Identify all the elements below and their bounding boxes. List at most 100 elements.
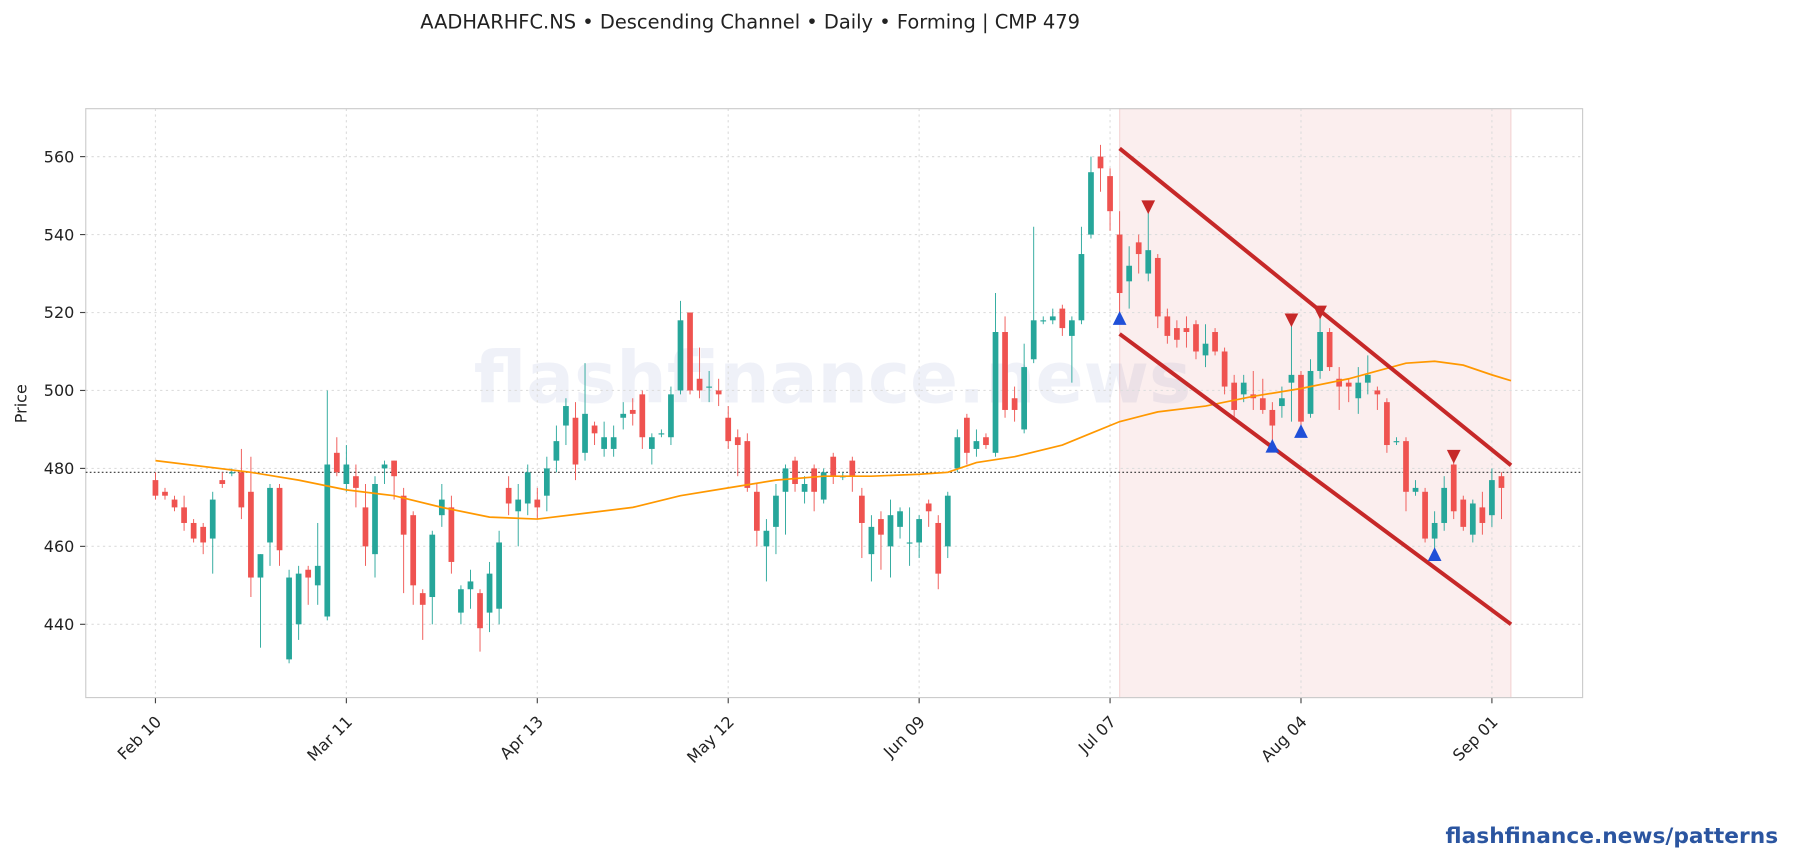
candle-body xyxy=(171,499,178,508)
candle-body xyxy=(954,437,961,469)
candle-body xyxy=(744,441,751,488)
candle-body xyxy=(1088,172,1094,235)
x-tick-label: Aug 04 xyxy=(1257,712,1311,766)
footer-link: flashfinance.news/patterns xyxy=(1446,824,1779,849)
watermark: flashfinance.news xyxy=(474,337,1191,420)
candle-body xyxy=(1412,487,1419,492)
candle-body xyxy=(1374,390,1381,395)
candle-body xyxy=(1116,234,1123,294)
candle-body xyxy=(582,413,588,453)
y-tick-label: 560 xyxy=(44,147,75,166)
x-tick-label: May 12 xyxy=(683,712,738,767)
candle-body xyxy=(1393,441,1400,443)
candle-body xyxy=(543,468,550,496)
x-tick-label: Feb 10 xyxy=(114,712,165,763)
candle-body xyxy=(897,511,903,527)
candle-body xyxy=(1040,320,1047,322)
candle-body xyxy=(1298,374,1304,422)
candle-body xyxy=(868,526,875,555)
candle-body xyxy=(1317,332,1323,371)
candle-body xyxy=(276,487,283,551)
candle-body xyxy=(1279,398,1285,407)
candle-body xyxy=(410,515,417,586)
candle-body xyxy=(801,483,808,492)
candle-body xyxy=(524,472,531,504)
candle-body xyxy=(1479,507,1486,523)
candle-body xyxy=(725,417,732,442)
y-tick-label: 540 xyxy=(44,225,75,244)
candle-body xyxy=(1164,316,1171,336)
candle-body xyxy=(563,406,569,426)
candle-body xyxy=(1269,409,1276,426)
candle-body xyxy=(324,464,331,617)
candle-body xyxy=(601,437,607,449)
candle-body xyxy=(496,542,502,609)
candle-body xyxy=(820,472,827,500)
candle-body xyxy=(152,480,159,496)
candle-body xyxy=(811,468,817,492)
candle-body xyxy=(267,487,273,543)
candle-body xyxy=(1049,316,1056,321)
candle-body xyxy=(677,320,684,391)
candle-body xyxy=(305,569,312,578)
candle-body xyxy=(467,581,474,590)
candle-body xyxy=(687,312,693,391)
candle-body xyxy=(553,441,560,461)
y-tick-label: 500 xyxy=(44,381,75,400)
candle-body xyxy=(1212,332,1218,352)
pivot-high xyxy=(1141,200,1156,215)
candle-body xyxy=(753,491,760,531)
y-axis-label: Price xyxy=(11,384,30,423)
candle-body xyxy=(773,495,779,527)
candle-body xyxy=(238,472,245,508)
candle-body xyxy=(534,499,541,508)
candle-body xyxy=(706,386,712,388)
candle-body xyxy=(1078,254,1085,321)
candle-body xyxy=(610,437,617,449)
pivot-high xyxy=(1284,313,1299,328)
candle-body xyxy=(916,519,922,543)
x-tick-label: Sep 01 xyxy=(1449,712,1502,765)
candle-body xyxy=(333,452,340,473)
candle-body xyxy=(734,437,741,446)
candle-body xyxy=(295,573,302,625)
candle-body xyxy=(973,441,980,449)
candle-body xyxy=(362,507,369,547)
candle-body xyxy=(486,573,493,613)
pivot-low xyxy=(1294,424,1308,438)
pattern-region xyxy=(1119,108,1512,699)
candle-body xyxy=(419,593,426,605)
x-tick-label: Jun 09 xyxy=(879,712,929,762)
candle-body xyxy=(1126,265,1133,282)
candle-body xyxy=(591,425,598,434)
candle-body xyxy=(763,530,770,547)
candle-body xyxy=(830,456,837,477)
candle-body xyxy=(1345,382,1352,387)
pivot-low xyxy=(1427,547,1442,562)
y-tick-label: 440 xyxy=(44,615,75,634)
candle-body xyxy=(372,483,378,555)
candle-body xyxy=(1431,522,1438,539)
candle-body xyxy=(477,593,483,629)
candle-body xyxy=(1174,328,1180,340)
candle-body xyxy=(458,589,464,613)
candle-body xyxy=(1097,156,1104,169)
candle-body xyxy=(983,437,989,446)
candle-body xyxy=(935,522,942,574)
candle-body xyxy=(639,394,646,438)
channel-lower xyxy=(1118,332,1513,626)
candle-body xyxy=(658,433,665,435)
candle-body xyxy=(1384,402,1390,446)
pivot-low xyxy=(1265,438,1280,453)
y-tick-label: 460 xyxy=(44,537,75,556)
candle-body xyxy=(381,464,388,469)
candle-body xyxy=(219,480,226,484)
candle-body xyxy=(391,460,397,477)
candle-body xyxy=(572,417,579,465)
plot-frame xyxy=(85,108,1584,699)
candle-body xyxy=(1107,176,1113,212)
candle-body xyxy=(906,542,913,544)
y-tick-label: 520 xyxy=(44,303,75,322)
candle-body xyxy=(792,460,798,484)
candle-body xyxy=(964,417,970,453)
